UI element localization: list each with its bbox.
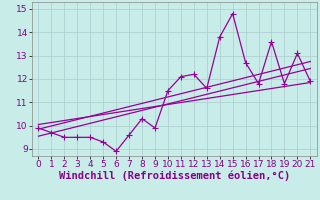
X-axis label: Windchill (Refroidissement éolien,°C): Windchill (Refroidissement éolien,°C) xyxy=(59,171,290,181)
